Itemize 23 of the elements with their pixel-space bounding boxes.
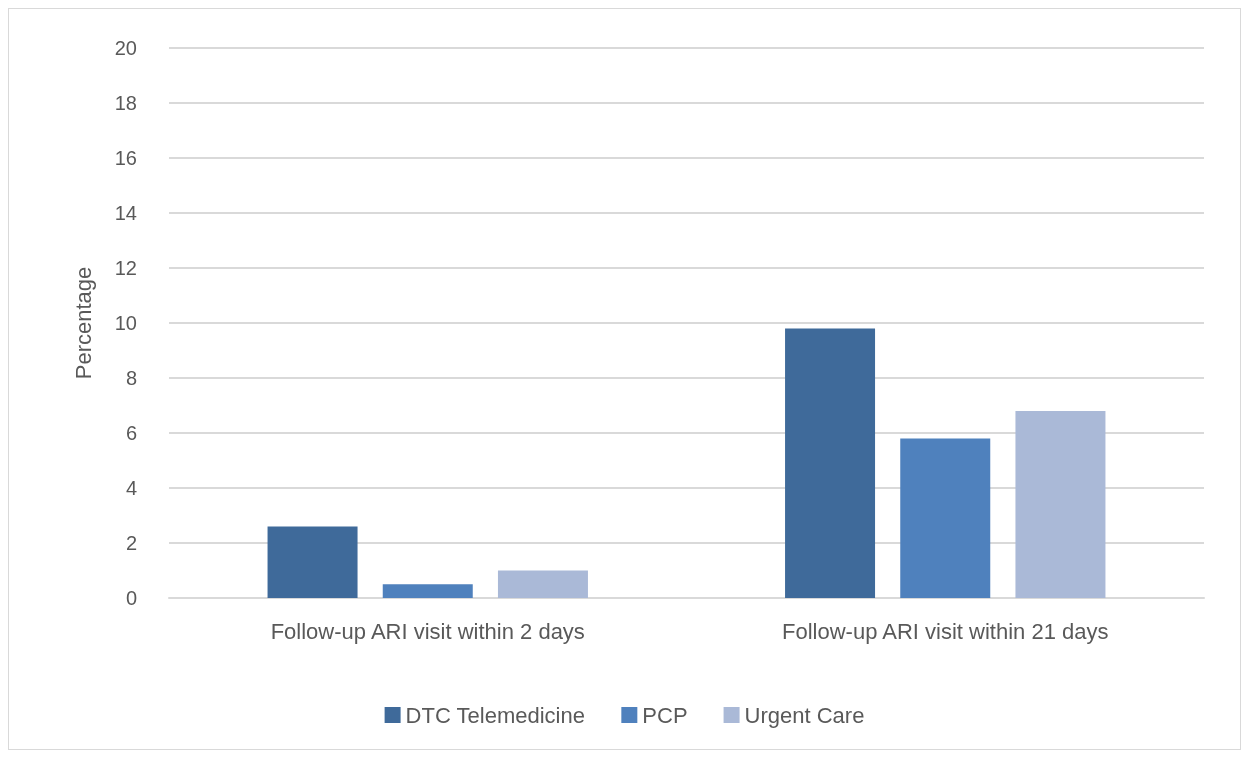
y-tick-label: 10	[114, 312, 137, 334]
legend-label: PCP	[642, 702, 688, 728]
y-tick-label: 12	[114, 257, 137, 279]
bar	[497, 570, 588, 598]
y-tick-label: 2	[125, 532, 137, 554]
y-tick-label: 16	[114, 147, 137, 169]
bar	[382, 584, 473, 598]
bar	[785, 328, 876, 598]
y-tick-label: 20	[114, 37, 137, 59]
y-tick-label: 0	[125, 587, 137, 609]
y-tick-label: 6	[125, 422, 137, 444]
y-tick-label: 4	[125, 477, 137, 499]
y-tick-label: 18	[114, 92, 137, 114]
y-tick-label: 8	[125, 367, 137, 389]
bar	[1015, 411, 1106, 598]
legend-label: DTC Telemedicine	[405, 702, 585, 728]
bar	[267, 526, 358, 598]
legend-label: Urgent Care	[744, 702, 865, 728]
y-axis-title: Percentage	[70, 266, 96, 380]
x-tick-label: Follow-up ARI visit within 2 days	[270, 618, 585, 644]
x-tick-label: Follow-up ARI visit within 21 days	[782, 618, 1109, 644]
bar	[900, 438, 991, 598]
y-tick-label: 14	[114, 202, 137, 224]
